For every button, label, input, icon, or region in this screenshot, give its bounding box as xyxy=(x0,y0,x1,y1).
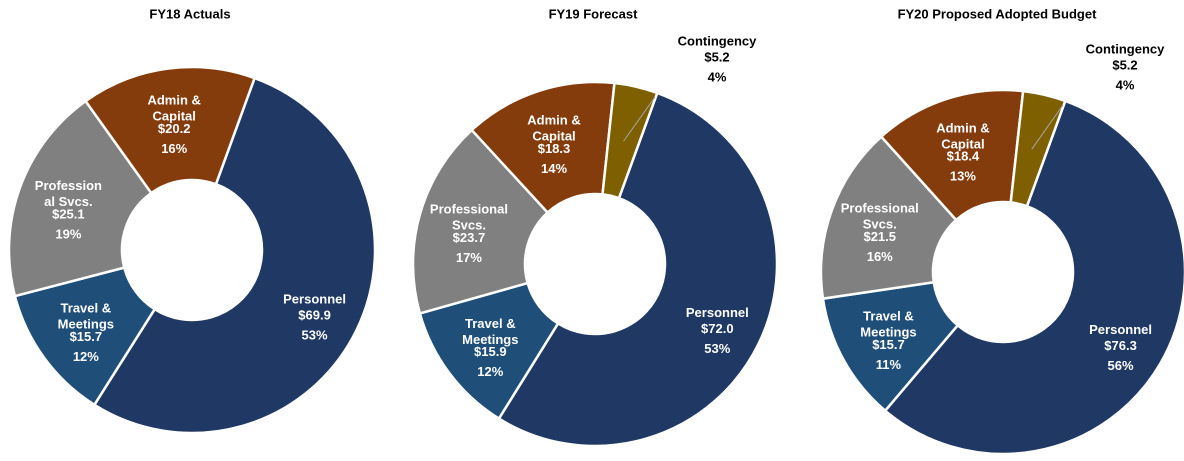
value-label: $18.4 xyxy=(947,149,980,164)
donut-slice xyxy=(819,134,958,301)
value-label: $5.2 xyxy=(1112,57,1137,72)
category-label: Personnel xyxy=(686,305,749,320)
category-label: Travel & Meetings xyxy=(860,309,916,340)
donut-slice xyxy=(469,80,616,215)
chart-title: FY20 Proposed Adopted Budget xyxy=(898,6,1098,21)
value-label: $20.2 xyxy=(158,121,191,136)
share-label: 11% xyxy=(876,357,902,372)
value-label: $72.0 xyxy=(701,321,734,336)
value-label: $69.9 xyxy=(298,308,331,323)
category-label: Professional Svcs. xyxy=(841,201,919,232)
category-label: Travel & Meetings xyxy=(462,316,518,347)
share-label: 13% xyxy=(950,169,976,184)
leader-line xyxy=(623,96,656,142)
category-label: Personnel xyxy=(1089,322,1152,337)
donut-slice xyxy=(7,99,154,298)
donut-slice xyxy=(1009,89,1067,208)
value-label: $18.3 xyxy=(538,141,571,156)
share-label: 16% xyxy=(161,141,187,156)
value-label: $15.7 xyxy=(70,329,103,344)
value-label: $15.9 xyxy=(474,344,507,359)
share-label: 4% xyxy=(1116,77,1135,92)
category-label: Contingency xyxy=(1086,41,1165,56)
category-label: Profession al Svcs. xyxy=(35,179,102,210)
category-label: Contingency xyxy=(678,33,757,48)
donut-slice xyxy=(92,76,377,435)
category-label: Admin & Capital xyxy=(147,93,200,124)
share-label: 4% xyxy=(708,69,727,84)
donut-slice xyxy=(411,128,550,316)
chart-title: FY19 Forecast xyxy=(549,6,639,21)
share-label: 17% xyxy=(456,250,482,265)
category-label: Admin & Capital xyxy=(936,121,989,152)
share-label: 56% xyxy=(1108,358,1134,373)
category-label: Personnel xyxy=(283,292,346,307)
share-label: 53% xyxy=(302,328,328,343)
donut-slice xyxy=(879,88,1025,222)
value-label: $5.2 xyxy=(704,49,729,64)
donut-slice xyxy=(601,81,659,200)
chart-title: FY18 Actuals xyxy=(149,6,230,21)
value-label: $21.5 xyxy=(863,229,896,244)
donut-slice xyxy=(83,65,257,195)
leader-line xyxy=(1031,104,1064,150)
value-label: $25.1 xyxy=(52,207,85,222)
category-label: Travel & Meetings xyxy=(58,301,114,332)
share-label: 12% xyxy=(73,349,99,364)
category-label: Admin & Capital xyxy=(527,113,580,144)
share-label: 53% xyxy=(704,341,730,356)
value-label: $76.3 xyxy=(1104,338,1137,353)
share-label: 19% xyxy=(55,227,81,242)
share-label: 16% xyxy=(867,249,893,264)
value-label: $23.7 xyxy=(453,230,486,245)
donut-slice xyxy=(13,266,157,407)
value-label: $15.7 xyxy=(872,337,905,352)
donut-slice xyxy=(497,91,779,448)
category-label: Professional Svcs. xyxy=(430,202,508,233)
donut-slice xyxy=(883,99,1184,456)
share-label: 12% xyxy=(477,364,503,379)
share-label: 14% xyxy=(541,161,567,176)
